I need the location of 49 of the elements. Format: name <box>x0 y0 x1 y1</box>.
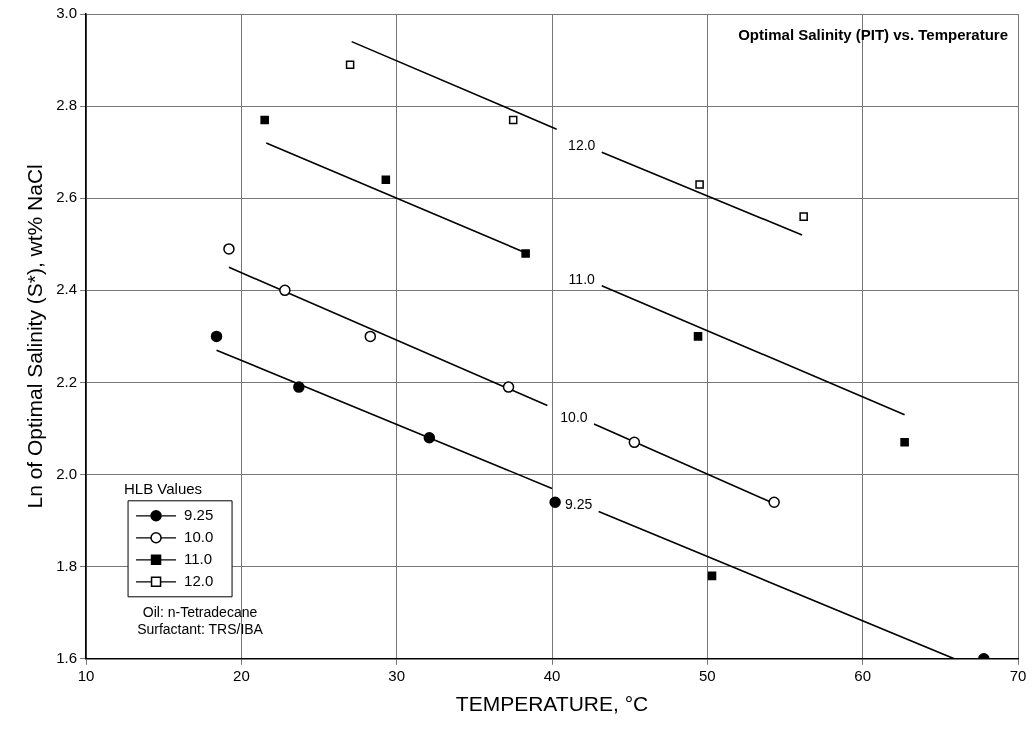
y-tick-label: 2.0 <box>56 464 78 482</box>
y-tick-label: 2.8 <box>56 96 78 114</box>
y-axis-title: Ln of Optimal Salinity (S*), wt% NaCl <box>23 164 47 509</box>
point <box>364 330 377 343</box>
legend-title: HLB Values <box>124 479 203 497</box>
point <box>768 496 780 508</box>
point <box>799 212 808 221</box>
point <box>508 115 518 125</box>
point <box>381 175 391 185</box>
series-label: 10.0 <box>560 408 588 425</box>
x-tick-label: 40 <box>543 666 561 684</box>
y-tick-label: 2.6 <box>56 188 78 206</box>
x-tick-label: 20 <box>233 666 250 684</box>
point <box>210 330 223 343</box>
point <box>345 60 355 69</box>
x-tick-label: 30 <box>388 666 406 684</box>
point <box>900 438 909 447</box>
annotation: Oil: n-Tetradecane <box>142 603 258 620</box>
point <box>549 496 561 508</box>
x-axis-title: TEMPERATURE, °C <box>455 692 649 716</box>
text: Optimal Salinity (PIT) vs. Temperature <box>738 26 1008 44</box>
point <box>693 332 703 341</box>
point <box>521 249 530 258</box>
y-tick-label: 3.0 <box>56 4 78 22</box>
y-tick-label: 2.2 <box>56 372 78 390</box>
legend-label: 9.25 <box>184 505 214 523</box>
series-label: 11.0 <box>568 270 596 287</box>
series-label: 12.0 <box>568 137 596 154</box>
legend-label: 11.0 <box>184 549 213 567</box>
legend-label: 10.0 <box>184 527 214 545</box>
point <box>707 571 717 581</box>
x-tick-label: 10 <box>77 666 95 684</box>
y-tick-label: 1.6 <box>56 648 78 666</box>
legend-label: 12.0 <box>184 571 214 589</box>
y-tick-label: 1.8 <box>56 556 78 574</box>
point <box>502 381 515 393</box>
point <box>223 243 235 255</box>
x-tick-label: 50 <box>699 666 716 684</box>
x-tick-label: 70 <box>1009 666 1027 684</box>
point <box>293 381 305 393</box>
point <box>423 431 436 444</box>
point <box>695 180 704 189</box>
point <box>279 284 291 297</box>
annotation: Surfactant: TRS/IBA <box>137 620 264 637</box>
x-tick-label: 60 <box>854 666 872 684</box>
point <box>628 436 641 449</box>
y-tick-label: 2.4 <box>56 280 78 298</box>
series-label: 9.25 <box>565 496 593 513</box>
point <box>260 115 269 125</box>
